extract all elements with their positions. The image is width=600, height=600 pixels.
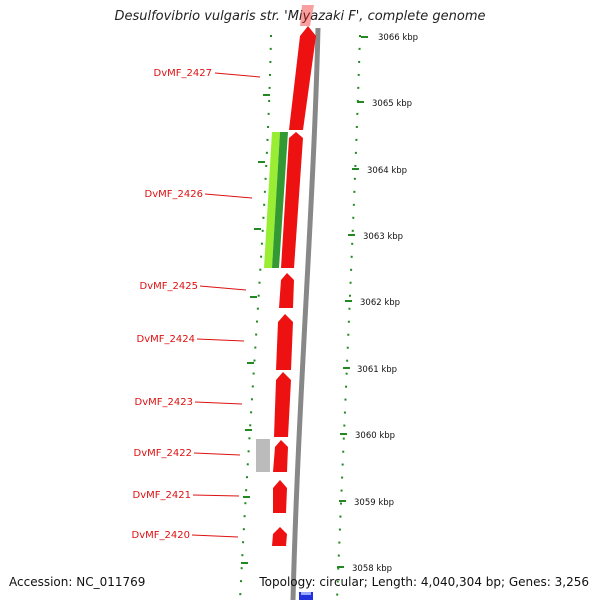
gene-label-dvmf-2427: DvMF_2427 bbox=[154, 68, 212, 79]
label-leader-2424 bbox=[196, 338, 245, 342]
gene-labels: DvMF_2427 DvMF_2426 DvMF_2425 DvMF_2424 … bbox=[132, 68, 261, 541]
inner-ring-marks bbox=[241, 94, 270, 564]
tick-label-3065: 3065 kbp bbox=[372, 99, 412, 109]
tick-label-3060: 3060 kbp bbox=[355, 431, 395, 441]
tick-label-3059: 3059 kbp bbox=[354, 498, 394, 508]
label-leader-2422 bbox=[193, 452, 241, 456]
map-title: Desulfovibrio vulgaris str. 'Miyazaki F'… bbox=[114, 9, 486, 24]
topology-text: Topology: circular; Length: 4,040,304 bp… bbox=[259, 575, 589, 589]
gene-label-dvmf-2422: DvMF_2422 bbox=[134, 448, 192, 459]
outer-tick-ring bbox=[336, 34, 361, 600]
tick-label-3064: 3064 kbp bbox=[367, 166, 407, 176]
cds-arrow-dvmf-2427 bbox=[289, 26, 316, 130]
gene-label-dvmf-2426: DvMF_2426 bbox=[145, 189, 203, 200]
cds-arrow-dvmf-2424 bbox=[276, 314, 293, 370]
tick-label-3062: 3062 kbp bbox=[360, 298, 400, 308]
cds-arrow-dvmf-2421 bbox=[273, 480, 287, 513]
tick-label-3066: 3066 kbp bbox=[378, 33, 418, 43]
label-leader-2420 bbox=[191, 534, 239, 538]
gene-label-dvmf-2420: DvMF_2420 bbox=[132, 530, 190, 541]
cds-arrow-dvmf-2423 bbox=[274, 372, 291, 437]
cds-arrow-dvmf-2427-head bbox=[300, 5, 314, 26]
label-leader-2423 bbox=[194, 401, 243, 405]
rna-feature bbox=[256, 439, 270, 472]
cds-arrow-dvmf-2422 bbox=[273, 440, 288, 472]
green-feature-track bbox=[264, 132, 288, 268]
label-leader-2421 bbox=[192, 494, 240, 497]
cds-arrow-dvmf-2425 bbox=[279, 273, 294, 308]
cds-arrow-dvmf-2426 bbox=[281, 132, 303, 268]
accession-text: Accession: NC_011769 bbox=[9, 575, 146, 589]
blue-feature bbox=[299, 592, 313, 600]
label-leader-2426 bbox=[204, 193, 253, 199]
genome-backbone bbox=[290, 27, 321, 600]
gene-label-dvmf-2425: DvMF_2425 bbox=[140, 281, 198, 292]
cds-arrow-dvmf-2420 bbox=[272, 527, 287, 546]
green-feature-light bbox=[264, 132, 280, 268]
inner-tick-ring bbox=[239, 34, 272, 600]
label-leader-2427 bbox=[214, 72, 261, 78]
gene-label-dvmf-2424: DvMF_2424 bbox=[137, 334, 195, 345]
label-leader-2425 bbox=[199, 285, 247, 291]
green-feature-dark bbox=[272, 132, 288, 268]
gene-label-dvmf-2421: DvMF_2421 bbox=[133, 490, 191, 501]
gene-label-dvmf-2423: DvMF_2423 bbox=[135, 397, 193, 408]
cds-track bbox=[272, 5, 316, 546]
tick-label-3061: 3061 kbp bbox=[357, 365, 397, 375]
kbp-ticks: 3066 kbp 3065 kbp 3064 kbp 3063 kbp 3062… bbox=[337, 33, 418, 574]
tick-label-3063: 3063 kbp bbox=[363, 232, 403, 242]
blue-feature-highlight bbox=[301, 592, 311, 595]
tick-label-3058: 3058 kbp bbox=[352, 564, 392, 574]
